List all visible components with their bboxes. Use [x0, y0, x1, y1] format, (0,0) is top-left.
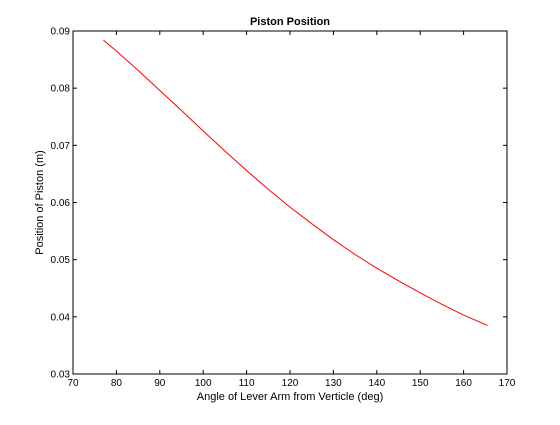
- y-tick-label: 0.06: [51, 198, 71, 209]
- x-tick-label: 170: [499, 378, 516, 389]
- y-tick-label: 0.09: [51, 27, 71, 38]
- y-tick-label: 0.07: [51, 141, 71, 152]
- x-tick-label: 130: [325, 378, 342, 389]
- y-axis-label: Position of Piston (m): [34, 150, 46, 255]
- x-tick-label: 80: [111, 378, 123, 389]
- y-tick-label: 0.04: [51, 312, 71, 323]
- y-tick-label: 0.05: [51, 255, 71, 266]
- plot-background: [73, 31, 507, 374]
- y-tick-label: 0.08: [51, 84, 71, 95]
- series-line: [103, 39, 488, 326]
- y-tick-label: 0.03: [51, 370, 71, 381]
- x-tick-label: 100: [195, 378, 212, 389]
- lines: [103, 39, 488, 326]
- x-tick-label: 150: [412, 378, 429, 389]
- tick-labels: 70 80 90 100 110 120 130 140 150 160 170 0.03 0.04 0.…: [51, 27, 516, 390]
- x-tick-label: 140: [368, 378, 385, 389]
- ticks: [72, 30, 508, 375]
- x-tick-label: 110: [239, 378, 255, 389]
- x-tick-label: 160: [455, 378, 472, 389]
- x-tick-label: 70: [67, 378, 79, 389]
- x-tick-label: 90: [154, 378, 166, 389]
- chart-title: Piston Position: [250, 16, 330, 28]
- x-tick-label: 120: [282, 378, 299, 389]
- x-axis-label: Angle of Lever Arm from Verticle (deg): [197, 391, 383, 403]
